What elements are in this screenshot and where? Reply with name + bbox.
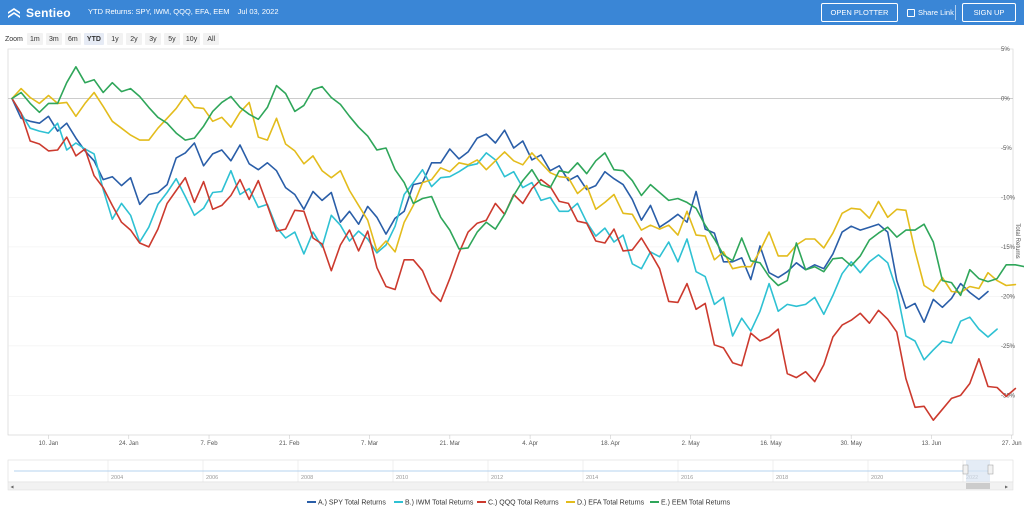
- legend-item-label[interactable]: B.) IWM Total Returns: [405, 500, 474, 507]
- navigator-year-label: 2006: [206, 475, 218, 481]
- brand-name: Sentieo: [26, 5, 71, 20]
- y-tick-label: -5%: [1001, 146, 1012, 152]
- zoom-button-all[interactable]: All: [203, 33, 220, 45]
- zoom-button-5y[interactable]: 5y: [163, 33, 180, 45]
- legend-item-label[interactable]: A.) SPY Total Returns: [318, 500, 386, 507]
- scroll-left-arrow-icon[interactable]: ◂: [11, 485, 14, 491]
- navigator-year-label: 2008: [301, 475, 313, 481]
- y-axis-title: Total Returns: [1014, 223, 1020, 258]
- grid-lines: [8, 48, 1013, 396]
- x-tick-label: 4. Apr: [522, 441, 538, 447]
- share-link-label: Share Link: [918, 8, 954, 17]
- series-line-1[interactable]: [11, 97, 989, 324]
- zoom-button-3y[interactable]: 3y: [144, 33, 161, 45]
- zoom-button-2y[interactable]: 2y: [125, 33, 142, 45]
- series-line-4[interactable]: [11, 87, 1017, 294]
- x-tick-label: 21. Feb: [279, 441, 300, 447]
- zoom-button-3m[interactable]: 3m: [45, 33, 62, 45]
- navigator-selection[interactable]: [966, 460, 990, 482]
- y-tick-label: -25%: [1001, 344, 1016, 350]
- y-tick-label: 0%: [1001, 96, 1010, 102]
- series-line-2[interactable]: [11, 97, 998, 361]
- legend-item-label[interactable]: D.) EFA Total Returns: [577, 500, 645, 507]
- zoom-button-10y[interactable]: 10y: [182, 33, 201, 45]
- zoom-toolbar: Zoom 1m 3m 6m YTD 1y 2y 3y 5y 10y All: [5, 33, 222, 45]
- y-tick-label: -10%: [1001, 195, 1016, 201]
- navigator-left-handle[interactable]: [962, 464, 969, 475]
- x-tick-label: 30. May: [841, 441, 862, 447]
- share-icon: [907, 8, 915, 17]
- x-tick-label: 27. Jun: [1002, 441, 1022, 447]
- navigator-year-label: 2012: [491, 475, 503, 481]
- top-bar: Sentieo YTD Returns: SPY, IWM, QQQ, EFA,…: [0, 0, 1024, 25]
- y-axis-ticks: 5% 0% -5% -10% -15% -20% -25% -30%: [1001, 47, 1016, 399]
- x-tick-label: 13. Jun: [922, 441, 942, 447]
- sentieo-logo-icon: [8, 7, 20, 18]
- zoom-button-1y[interactable]: 1y: [106, 33, 123, 45]
- navigator-right-handle[interactable]: [987, 464, 994, 475]
- legend-item-label[interactable]: E.) EEM Total Returns: [661, 500, 731, 507]
- navigator-scrollbar[interactable]: [7, 481, 1014, 491]
- navigator[interactable]: 2004200620082010201220142016201820202022…: [7, 459, 1014, 491]
- navigator-year-label: 2014: [586, 475, 598, 481]
- x-tick-label: 24. Jan: [119, 441, 139, 447]
- chart-title: YTD Returns: SPY, IWM, QQQ, EFA, EEM Jul…: [88, 7, 279, 16]
- x-tick-label: 7. Mar: [361, 441, 378, 447]
- chart-date: Jul 03, 2022: [237, 7, 279, 16]
- x-tick-label: 16. May: [760, 441, 781, 447]
- x-tick-label: 7. Feb: [201, 441, 219, 447]
- y-tick-label: -15%: [1001, 245, 1016, 251]
- x-tick-label: 2. May: [682, 441, 700, 447]
- zoom-button-6m[interactable]: 6m: [64, 33, 81, 45]
- sign-up-button[interactable]: SIGN UP: [962, 3, 1016, 22]
- brand-logo[interactable]: Sentieo: [6, 4, 71, 21]
- share-link-button[interactable]: Share Link: [907, 8, 954, 17]
- legend: A.) SPY Total Returns B.) IWM Total Retur…: [307, 500, 731, 507]
- legend-item-label[interactable]: C.) QQQ Total Returns: [488, 500, 559, 507]
- zoom-button-ytd[interactable]: YTD: [83, 33, 104, 45]
- navigator-year-label: 2004: [111, 475, 123, 481]
- y-tick-label: -30%: [1001, 393, 1016, 399]
- x-tick-label: 10. Jan: [39, 441, 59, 447]
- navigator-scrollbar-thumb[interactable]: [966, 483, 990, 489]
- x-axis-ticks: 10. Jan 24. Jan 7. Feb 21. Feb 7. Mar 21. Mar…: [39, 435, 1022, 447]
- navigator-year-label: 2010: [396, 475, 408, 481]
- plot-frame: [7, 48, 1014, 436]
- x-tick-label: 21. Mar: [440, 441, 460, 447]
- navigator-year-label: 2016: [681, 475, 693, 481]
- returns-chart: 5% 0% -5% -10% -15% -20% -25% -30% 10. Jan 24. J…: [7, 47, 1024, 507]
- open-plotter-button[interactable]: OPEN PLOTTER: [821, 3, 898, 22]
- navigator-year-label: 2018: [776, 475, 788, 481]
- chart-title-text: YTD Returns: SPY, IWM, QQQ, EFA, EEM: [88, 7, 230, 16]
- x-tick-label: 18. Apr: [601, 441, 620, 447]
- series-lines: [11, 65, 1024, 422]
- navigator-year-label: 2020: [871, 475, 883, 481]
- zoom-button-1m[interactable]: 1m: [26, 33, 43, 45]
- zoom-label: Zoom: [5, 35, 23, 43]
- header-divider: [955, 5, 956, 20]
- y-tick-label: -20%: [1001, 294, 1016, 300]
- y-tick-label: 5%: [1001, 47, 1010, 53]
- scroll-right-arrow-icon[interactable]: ▸: [1005, 485, 1008, 491]
- series-line-5[interactable]: [11, 65, 1024, 297]
